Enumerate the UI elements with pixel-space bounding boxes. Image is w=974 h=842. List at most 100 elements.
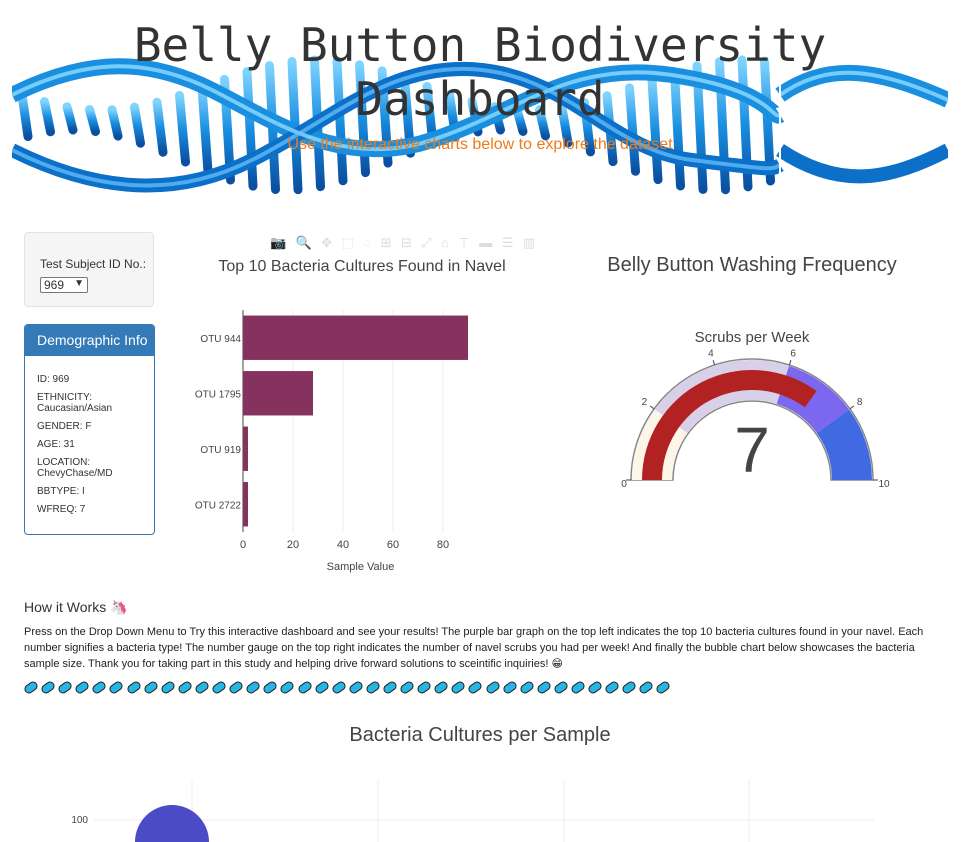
bubble-chart-title: Bacteria Cultures per Sample bbox=[349, 724, 611, 746]
pill-emoji bbox=[227, 680, 245, 696]
gauge-value-number: 7 bbox=[734, 414, 770, 486]
pill-emoji bbox=[552, 680, 570, 696]
bar-category-label: OTU 919 bbox=[200, 445, 241, 456]
bar-x-tick-label: 60 bbox=[387, 539, 399, 551]
gauge-outline bbox=[630, 358, 874, 481]
pill-emoji bbox=[330, 680, 348, 696]
dna-banner-image bbox=[12, 55, 948, 208]
pill-emoji bbox=[484, 680, 501, 696]
demo-wfreq: WFREQ: 7 bbox=[37, 504, 86, 515]
spike-lines-icon[interactable]: ⊤ bbox=[458, 235, 470, 250]
dna-rung bbox=[760, 56, 775, 186]
autoscale-icon[interactable]: ⤢ bbox=[421, 235, 432, 250]
pill-emoji bbox=[142, 680, 159, 696]
gauge-tick-label: 4 bbox=[708, 349, 714, 360]
pill-emoji bbox=[501, 680, 518, 696]
pill-emoji bbox=[244, 680, 262, 696]
pill-emoji bbox=[125, 680, 142, 696]
box-select-icon[interactable]: ⬚ bbox=[341, 235, 354, 250]
dna-rung bbox=[332, 56, 348, 186]
demographic-info-panel: Demographic Info ID: 969 ETHNICITY: Cauc… bbox=[24, 324, 155, 535]
demo-id: ID: 969 bbox=[37, 374, 70, 385]
dna-rung bbox=[17, 90, 33, 142]
pan-icon[interactable]: ✥ bbox=[321, 235, 333, 250]
pill-emoji bbox=[261, 680, 279, 696]
pill-emoji bbox=[296, 680, 313, 696]
subject-id-dropdown[interactable]: 969 ▼ bbox=[40, 277, 88, 293]
gauge-tick-label: 6 bbox=[790, 349, 796, 360]
bubble-marker[interactable] bbox=[135, 805, 209, 842]
demographic-info-body: ID: 969 ETHNICITY: Caucasian/Asian GENDE… bbox=[25, 356, 154, 515]
bar-x-tick-label: 40 bbox=[337, 539, 349, 551]
dashboard-header: Belly Button Biodiversity Dashboard Use … bbox=[12, 0, 948, 208]
gauge-tick bbox=[849, 405, 855, 410]
gauge-tick-label: 0 bbox=[621, 479, 627, 490]
demo-gender: GENDER: F bbox=[37, 421, 92, 432]
how-it-works-text: Press on the Drop Down Menu to Try this … bbox=[24, 626, 924, 670]
pill-emoji bbox=[176, 680, 194, 696]
bubble-y-tick-label: 100 bbox=[71, 815, 88, 826]
bar[interactable] bbox=[243, 482, 248, 527]
demo-age: AGE: 31 bbox=[37, 439, 75, 450]
pill-emoji bbox=[586, 680, 604, 696]
hover-compare-icon[interactable]: ☰ bbox=[501, 235, 514, 250]
dna-rung bbox=[535, 105, 550, 141]
bar[interactable] bbox=[243, 315, 468, 360]
how-it-works-title: How it Works 🦄 bbox=[24, 599, 128, 615]
pill-emoji bbox=[381, 680, 399, 696]
gauge-tick-label: 2 bbox=[642, 397, 648, 408]
lasso-icon[interactable]: ◌ bbox=[363, 235, 372, 250]
bar-category-label: OTU 1795 bbox=[195, 389, 242, 400]
bar-category-label: OTU 944 bbox=[200, 334, 241, 345]
pill-emoji bbox=[159, 680, 177, 696]
dna-rung bbox=[670, 67, 685, 191]
pill-emoji bbox=[193, 680, 211, 696]
demo-location: LOCATION: ChevyChase/MD bbox=[37, 457, 113, 479]
pill-emoji bbox=[347, 680, 365, 696]
pill-emoji bbox=[313, 680, 330, 696]
pill-emoji bbox=[22, 680, 40, 696]
pill-emoji bbox=[415, 680, 433, 696]
pill-emoji bbox=[467, 680, 484, 696]
gauge-chart-subtitle: Scrubs per Week bbox=[694, 329, 810, 346]
dna-rung bbox=[40, 97, 55, 137]
gauge-value-bar bbox=[642, 370, 817, 480]
bar[interactable] bbox=[243, 371, 313, 416]
bar-x-tick-label: 20 bbox=[287, 539, 299, 551]
dna-rung bbox=[647, 75, 663, 185]
pill-emoji bbox=[450, 680, 467, 696]
zoom-in-icon[interactable]: ⊞ bbox=[380, 235, 392, 250]
pill-emoji bbox=[364, 680, 382, 696]
page-title: Belly Button Biodiversity Dashboard bbox=[133, 18, 827, 126]
pill-emoji bbox=[210, 680, 228, 696]
pill-emoji bbox=[398, 680, 416, 696]
chart-modebar: 📷 🔍 ✥ ⬚ ◌ ⊞ ⊟ ⤢ ⌂ ⊤ ▬ ☰ ▥ bbox=[270, 234, 540, 250]
plotly-logo-icon[interactable]: ▥ bbox=[522, 235, 536, 250]
subject-selector-well: Test Subject ID No.: 969 ▼ bbox=[24, 232, 154, 307]
pill-emoji bbox=[620, 680, 638, 696]
dna-rung bbox=[512, 105, 528, 136]
bar-x-axis-label: Sample Value bbox=[327, 561, 395, 573]
gauge-tick-label: 10 bbox=[878, 479, 890, 490]
pill-emoji bbox=[535, 680, 553, 696]
gauge-chart: 0 2 4 6 8 10 7 bbox=[621, 349, 890, 490]
zoom-out-icon[interactable]: ⊟ bbox=[400, 235, 412, 250]
pill-emoji bbox=[39, 680, 57, 696]
gauge-tick bbox=[788, 360, 792, 366]
hover-closest-icon[interactable]: ▬ bbox=[479, 235, 493, 250]
dna-rung bbox=[85, 105, 100, 137]
gauge-tick-label: 8 bbox=[857, 397, 863, 408]
bubble-chart: 100 bbox=[71, 780, 874, 842]
subject-selector-label: Test Subject ID No.: bbox=[40, 257, 147, 271]
dna-rung bbox=[197, 83, 213, 177]
gauge-tick bbox=[649, 405, 655, 410]
dna-rung bbox=[175, 90, 190, 167]
zoom-icon[interactable]: 🔍 bbox=[295, 235, 312, 250]
dna-rung bbox=[152, 97, 168, 157]
bar[interactable] bbox=[243, 426, 248, 471]
pill-emoji bbox=[56, 680, 74, 696]
bar-x-tick-label: 0 bbox=[240, 539, 246, 551]
pill-emoji bbox=[108, 680, 125, 696]
camera-icon[interactable]: 📷 bbox=[270, 235, 287, 250]
home-icon[interactable]: ⌂ bbox=[441, 235, 450, 250]
